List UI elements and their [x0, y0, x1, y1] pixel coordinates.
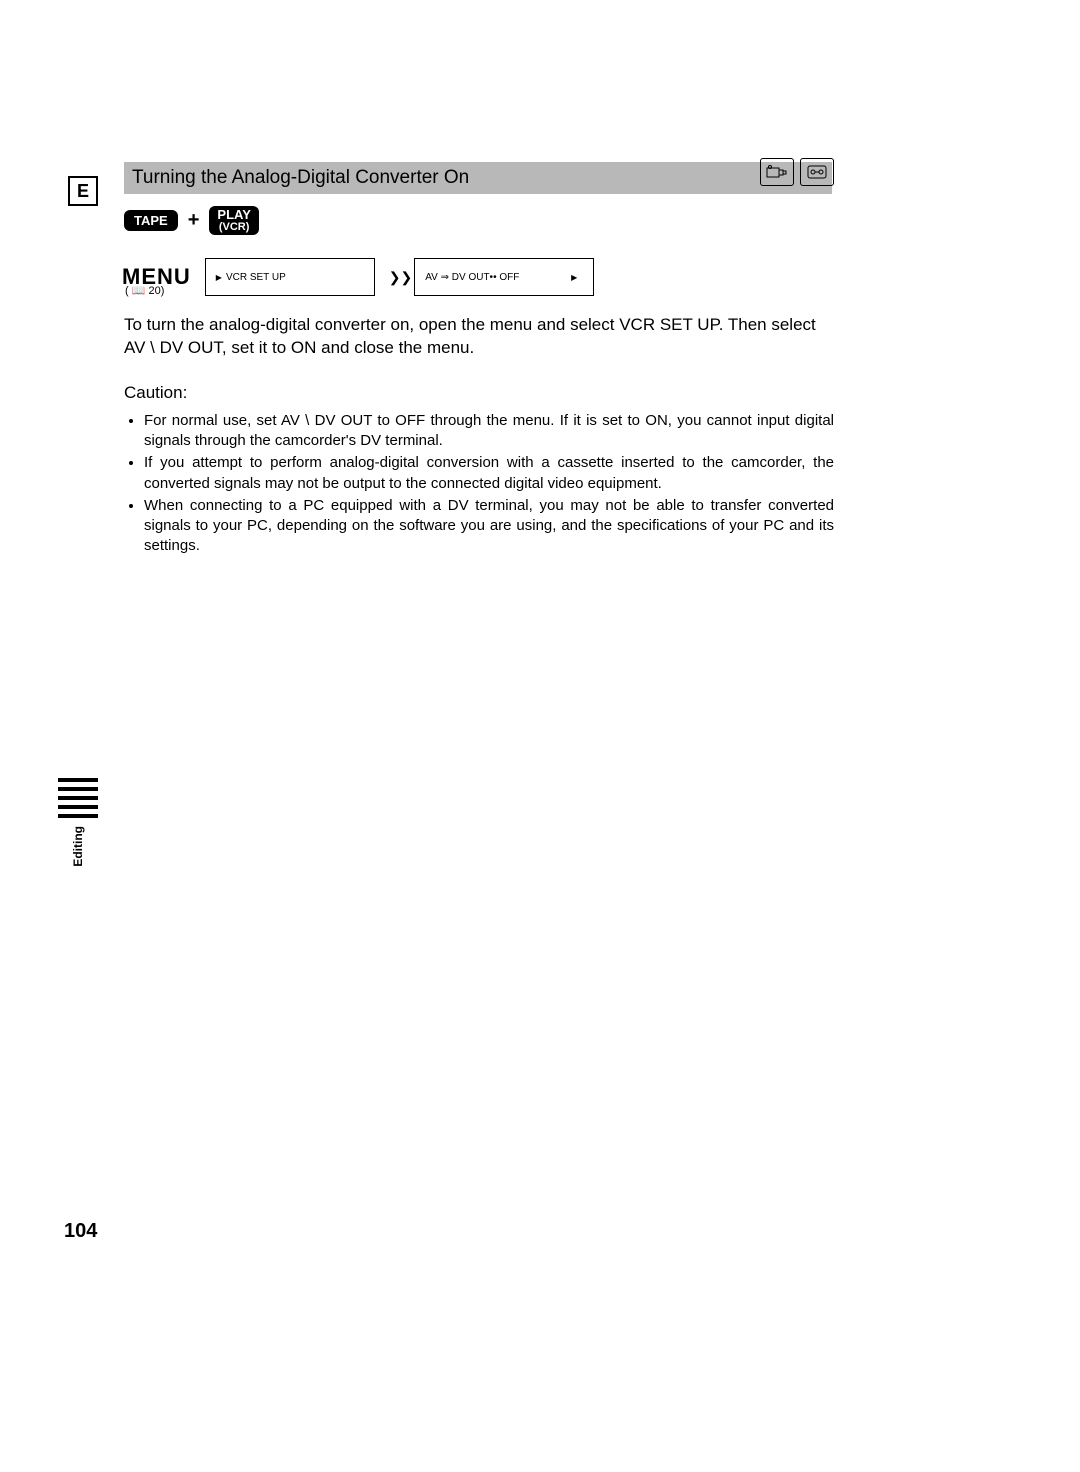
instruction-text: To turn the analog-digital converter on,… — [124, 315, 816, 357]
play-chip-line1: PLAY — [217, 208, 250, 222]
section-tab: Editing — [58, 778, 98, 867]
caution-section: Caution: For normal use, set AV \ DV OUT… — [124, 382, 834, 559]
menu-step1-text: VCR SET UP — [226, 272, 286, 283]
mode-indicator-row: TAPE + PLAY (VCR) — [124, 206, 259, 235]
plus-icon: + — [188, 209, 200, 232]
play-vcr-chip: PLAY (VCR) — [209, 206, 258, 235]
section-tab-label: Editing — [71, 826, 85, 867]
play-chip-line2: (VCR) — [217, 222, 250, 234]
caution-list: For normal use, set AV \ DV OUT to OFF t… — [124, 411, 834, 557]
language-marker: E — [68, 176, 98, 206]
page-number: 104 — [64, 1220, 97, 1243]
menu-page-reference: ( 📖 20) — [125, 284, 164, 297]
caution-item: For normal use, set AV \ DV OUT to OFF t… — [144, 411, 834, 452]
menu-step2-text: AV ⇒ DV OUT•• OFF — [425, 272, 519, 283]
language-marker-text: E — [77, 181, 89, 202]
tape-chip: TAPE — [124, 210, 178, 232]
section-tab-lines-icon — [58, 778, 98, 818]
tape-chip-text: TAPE — [134, 213, 168, 228]
menu-path-row: MENU ▶ VCR SET UP ❯❯ AV ⇒ DV OUT•• OFF ▶ — [122, 258, 594, 296]
menu-step-1: ▶ VCR SET UP — [205, 258, 375, 296]
cassette-icon — [800, 158, 834, 186]
instruction-paragraph: To turn the analog-digital converter on,… — [124, 314, 834, 360]
section-title-bar: Turning the Analog-Digital Converter On — [124, 162, 832, 194]
menu-step-2: AV ⇒ DV OUT•• OFF ▶ — [414, 258, 594, 296]
menu-step2-suffix: ▶ — [571, 273, 577, 282]
caution-heading: Caution: — [124, 382, 834, 405]
title-icons — [760, 158, 834, 186]
manual-page: E Turning the Analog-Digital Converter O… — [0, 0, 1080, 1472]
menu-step1-prefix: ▶ — [216, 273, 222, 282]
section-title-text: Turning the Analog-Digital Converter On — [132, 167, 469, 189]
camcorder-icon — [760, 158, 794, 186]
caution-item: If you attempt to perform analog-digital… — [144, 453, 834, 494]
caution-item: When connecting to a PC equipped with a … — [144, 496, 834, 557]
menu-arrow-icon: ❯❯ — [389, 270, 412, 284]
